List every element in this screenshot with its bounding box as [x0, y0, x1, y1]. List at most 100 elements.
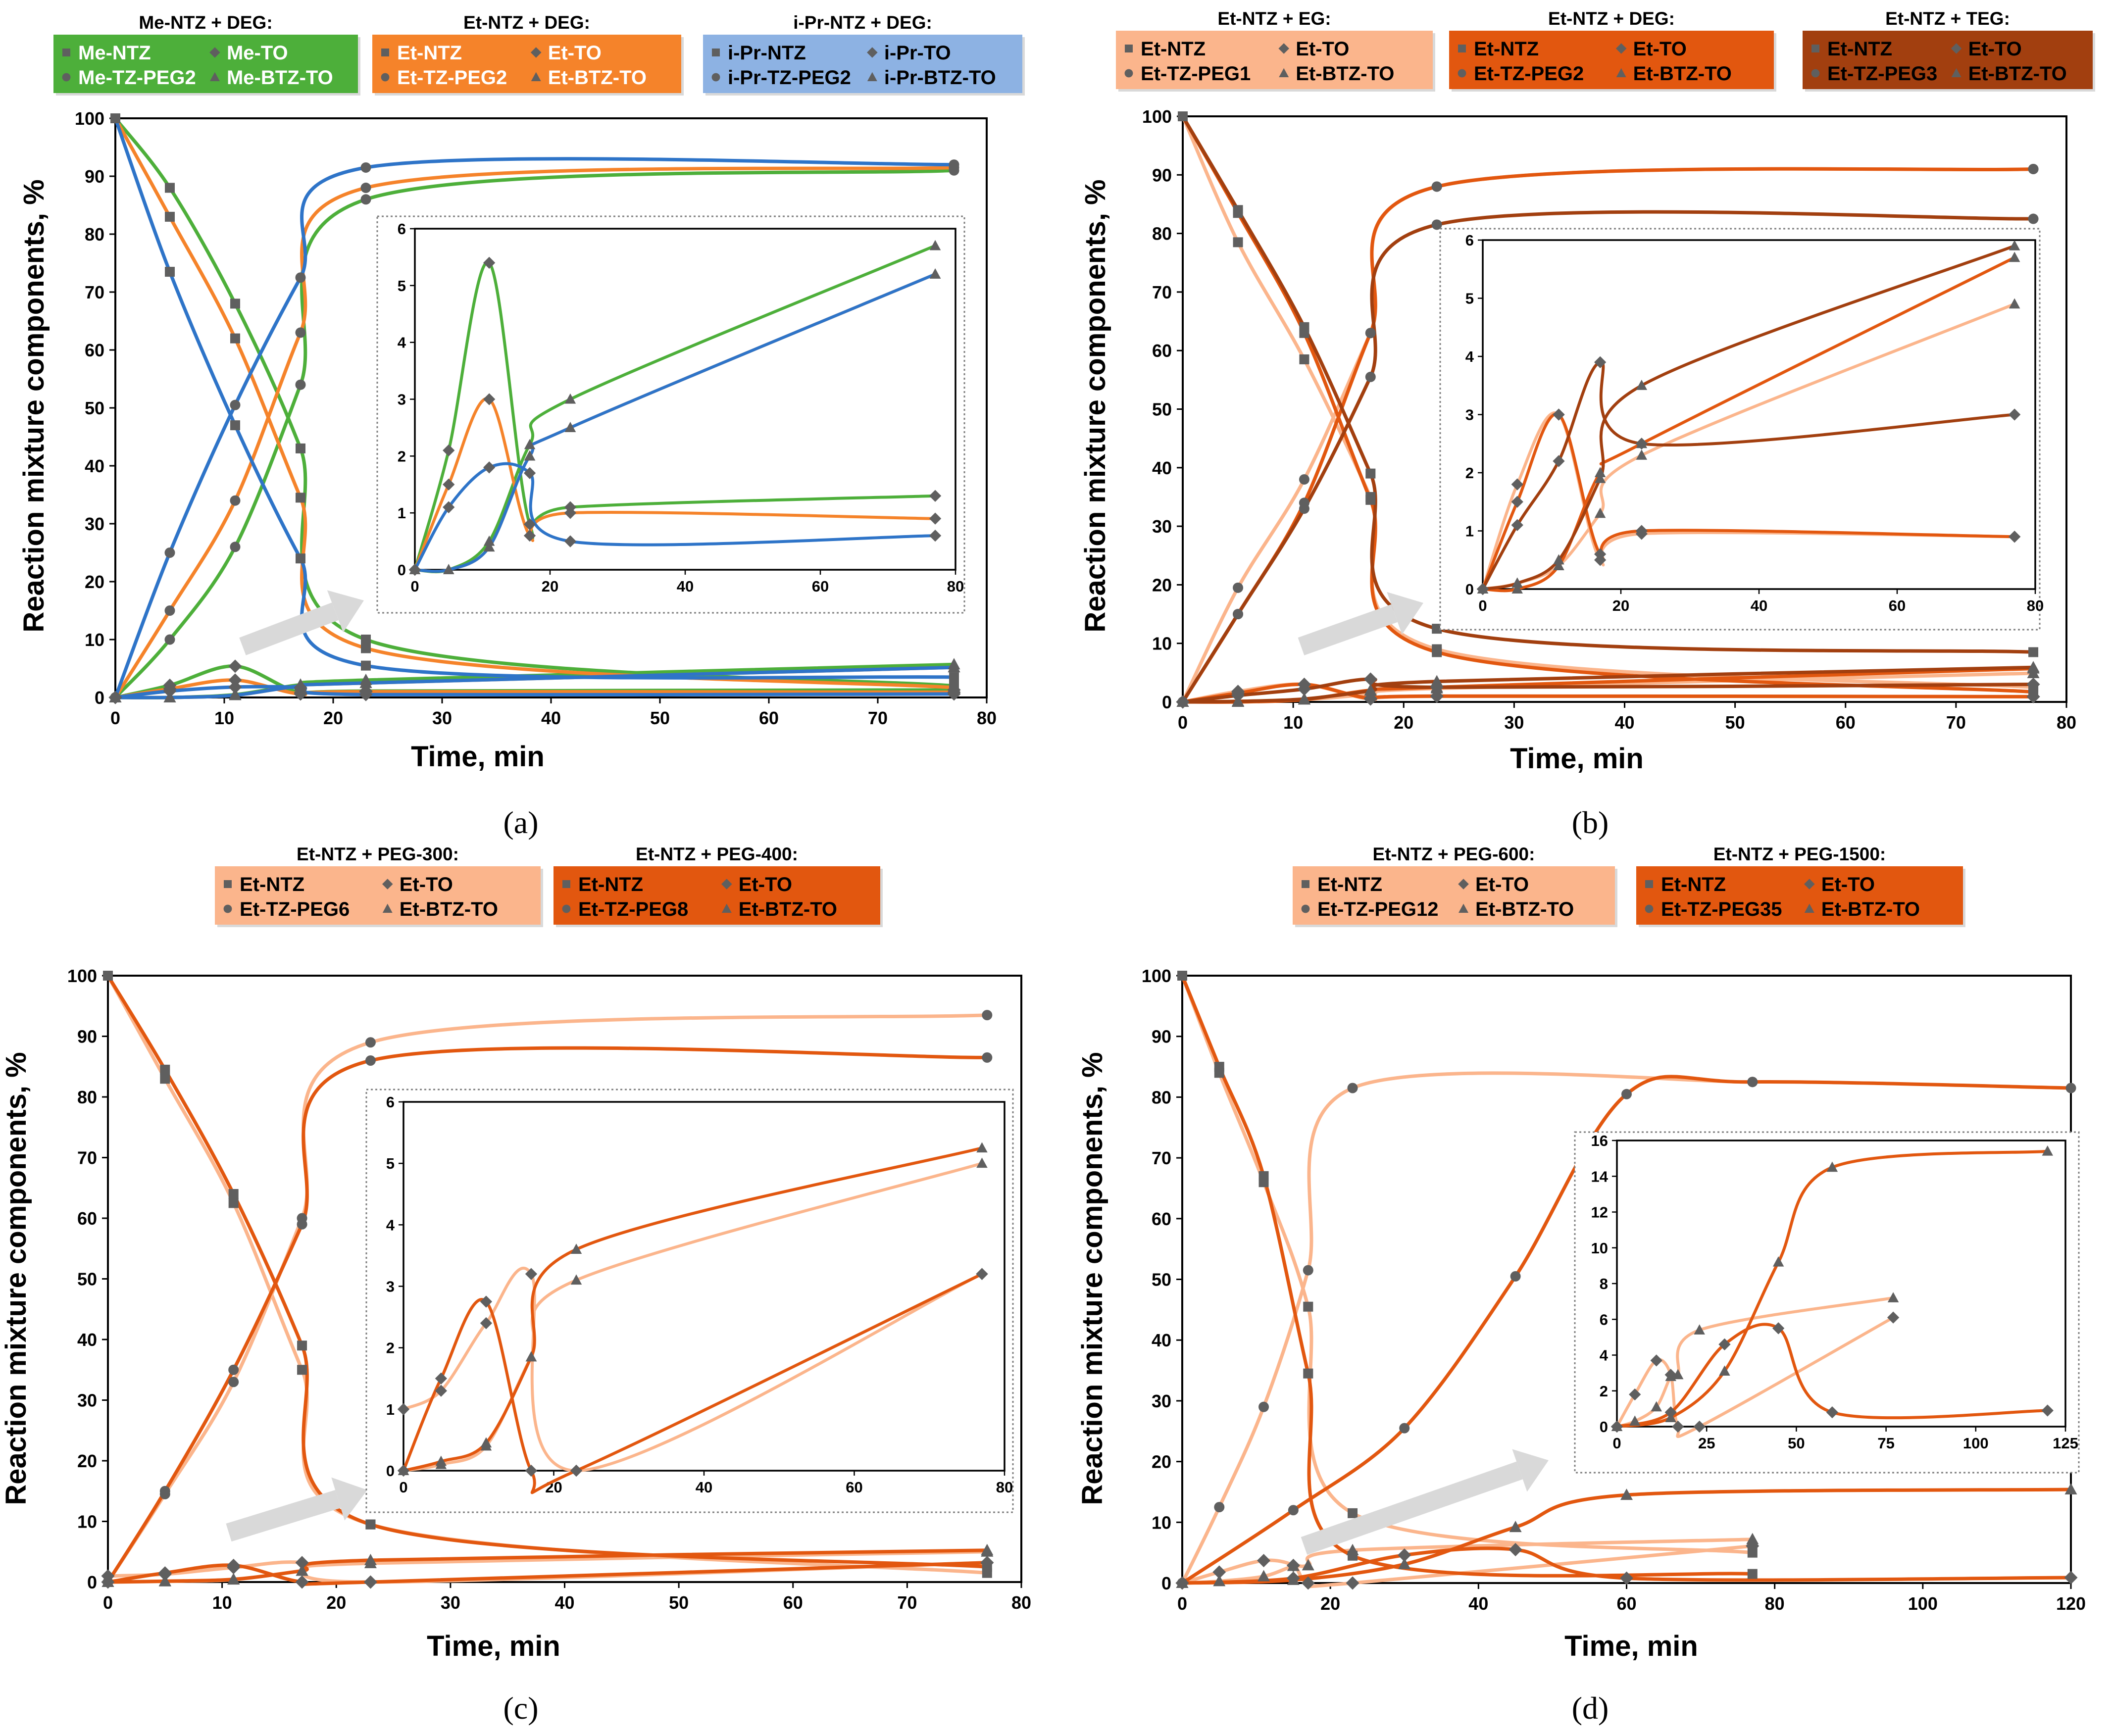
data-point: [296, 493, 305, 503]
subpanel-label: (a): [503, 805, 538, 840]
x-tick-label: 30: [1504, 712, 1524, 733]
data-point: [365, 1037, 376, 1048]
inset-y-tick-label: 0: [386, 1462, 395, 1480]
inset-y-tick-label: 16: [1591, 1132, 1608, 1149]
y-tick-label: 10: [1152, 634, 1172, 654]
data-point: [295, 327, 306, 338]
x-tick-label: 50: [650, 708, 670, 728]
data-point: [1299, 474, 1309, 485]
legend-marker: [1951, 43, 1962, 54]
inset-y-tick-label: 12: [1591, 1204, 1608, 1221]
legend-label: Et-TZ-PEG8: [578, 898, 688, 920]
legend-background: [1116, 31, 1433, 89]
inset-data-point: [2009, 298, 2020, 309]
legend-box: i-Pr-NTZ + DEG: i-Pr-NTZ i-Pr-TO i-Pr-TZ-PE…: [703, 12, 1025, 96]
data-point: [103, 971, 113, 981]
legend-marker: [1302, 880, 1309, 888]
legend-marker: [1458, 879, 1469, 890]
inset-arrow-shaft: [226, 1490, 341, 1542]
y-tick-label: 100: [67, 966, 97, 986]
y-tick-label: 100: [75, 108, 104, 129]
inset-y-tick-label: 2: [386, 1339, 395, 1357]
data-point: [230, 333, 240, 344]
legend-label: Et-NTZ: [1827, 38, 1892, 60]
inset-data-point: [435, 1385, 448, 1397]
legend-background: [53, 35, 358, 93]
data-point: [359, 688, 373, 701]
inset-data-point: [1772, 1322, 1785, 1335]
data-point: [295, 272, 306, 283]
legend-label: Et-BTZ-TO: [1633, 63, 1732, 85]
data-point: [163, 691, 176, 702]
inset-data-point: [1611, 1421, 1623, 1431]
data-point: [1302, 1559, 1314, 1571]
legend-marker: [867, 72, 877, 81]
data-point: [2065, 1083, 2076, 1093]
inset-data-point: [1650, 1354, 1662, 1367]
legend-label: Et-NTZ: [578, 874, 643, 895]
legend-marker: [721, 879, 732, 890]
y-tick-label: 10: [85, 630, 104, 650]
legend-marker: [224, 880, 232, 888]
legend-marker: [1951, 68, 1961, 77]
inset-data-point: [976, 1142, 988, 1153]
data-point: [1297, 682, 1311, 696]
data-point: [1258, 1401, 1269, 1412]
data-point: [160, 1074, 170, 1084]
data-point: [158, 1566, 172, 1580]
legend-label: Et-TZ-PEG35: [1661, 898, 1782, 920]
inset-y-tick-label: 3: [1465, 406, 1474, 424]
legend-label: Et-BTZ-TO: [1296, 63, 1394, 85]
inset-data-point: [1826, 1406, 1839, 1419]
data-point: [1303, 1368, 1313, 1379]
inset-data-point: [2041, 1404, 2054, 1417]
data-point: [294, 679, 307, 691]
x-tick-label: 60: [759, 708, 779, 728]
data-point: [1299, 354, 1309, 364]
inset-data-point: [1511, 583, 1523, 594]
data-point: [1232, 694, 1245, 706]
x-tick-label: 100: [1908, 1593, 1938, 1614]
inset-data-point: [443, 444, 455, 456]
legend-title: Et-NTZ + EG:: [1217, 8, 1331, 29]
legend-marker: [531, 72, 541, 81]
legend-box: Et-NTZ + PEG-600: Et-NTZ Et-TO Et-TZ-PEG12 E…: [1293, 844, 1617, 927]
y-tick-label: 50: [1152, 1270, 1171, 1290]
y-tick-label: 80: [1152, 1087, 1171, 1107]
y-tick-label: 60: [1152, 1209, 1171, 1229]
x-tick-label: 30: [441, 1592, 460, 1613]
inset-data-point: [1672, 1420, 1684, 1433]
y-tick-label: 30: [1152, 516, 1172, 537]
data-point: [228, 1198, 239, 1208]
inset-y-tick-label: 4: [386, 1216, 395, 1234]
inset-data-point: [525, 1464, 538, 1477]
x-tick-label: 60: [783, 1592, 803, 1613]
y-tick-label: 20: [1152, 1452, 1171, 1472]
y-tick-label: 50: [1152, 399, 1172, 420]
y-tick-label: 90: [85, 166, 104, 187]
data-point: [1399, 1423, 1410, 1434]
inset-data-point: [483, 461, 496, 474]
inset-data-point: [2009, 240, 2020, 250]
inset-x-tick-label: 40: [696, 1479, 712, 1496]
legend-label: Et-NTZ: [1317, 874, 1382, 895]
inset-data-point: [564, 422, 576, 432]
legend-label: Et-TO: [1296, 38, 1349, 60]
data-point: [364, 1553, 377, 1565]
inset-y-tick-label: 4: [1600, 1347, 1609, 1364]
data-point: [297, 1219, 307, 1230]
x-tick-label: 40: [1614, 712, 1634, 733]
data-point: [361, 643, 371, 653]
data-point: [1365, 328, 1376, 339]
data-point: [1303, 1301, 1313, 1312]
data-point: [1212, 1565, 1226, 1579]
data-point: [230, 420, 240, 431]
inset-y-tick-label: 2: [1465, 464, 1474, 482]
inset-x-tick-label: 0: [1478, 597, 1487, 614]
data-point: [2064, 1571, 2078, 1585]
legend-background: [372, 35, 681, 93]
legend-marker: [1458, 903, 1469, 913]
legend-label: Me-TZ-PEG2: [78, 67, 196, 89]
x-tick-label: 70: [868, 708, 888, 728]
chart-panel-a: 0 10 20 30 40 50 60 70 800102030405060708090100T…: [18, 12, 1025, 840]
